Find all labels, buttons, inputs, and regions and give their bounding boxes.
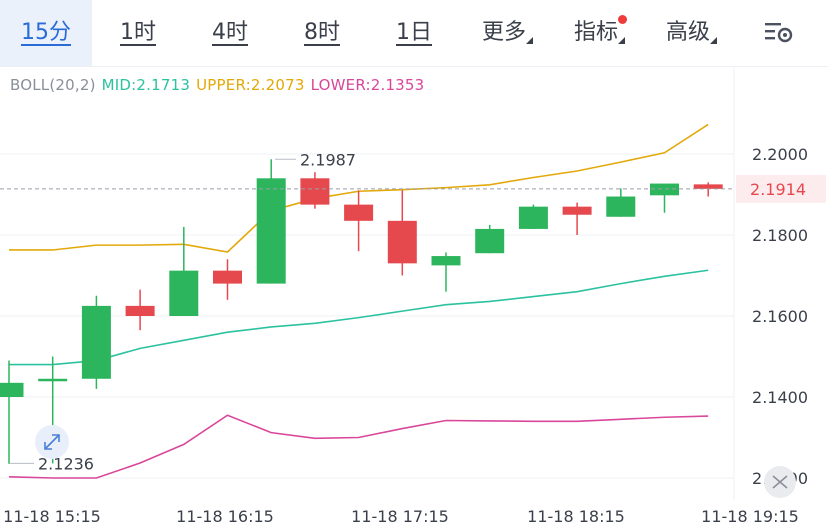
candle-body [650, 183, 679, 196]
more-caret-icon [526, 37, 533, 44]
indicator-caret-icon [618, 37, 625, 44]
indicator-label: 指标 [573, 20, 618, 45]
candle-body [344, 204, 374, 221]
time-tick-label: 11-18 15:15 [3, 507, 101, 526]
time-tick-label: 11-18 18:15 [527, 507, 625, 526]
candle-body [431, 256, 461, 266]
boll-name: BOLL(20,2) [10, 76, 96, 94]
boll-legend: BOLL(20,2) MID:2.1713 UPPER:2.2073 LOWER:2.… [10, 76, 430, 94]
candle-body [169, 270, 199, 316]
candle-body [693, 184, 723, 189]
candle-body [518, 206, 548, 229]
current-price-label: 2.1914 [750, 180, 806, 199]
more-label: 更多 [481, 20, 526, 45]
boll-mid-line [9, 269, 709, 366]
price-tick-label: 2.1400 [752, 388, 808, 407]
tab-1hour[interactable]: 1时 [100, 0, 176, 66]
more-dropdown[interactable]: 更多 [466, 0, 542, 66]
advanced-dropdown[interactable]: 高级 [650, 0, 726, 66]
indicator-dropdown[interactable]: 指标 [558, 0, 634, 66]
boll-mid: MID:2.1713 [101, 76, 191, 94]
price-tick-label: 2.1600 [752, 307, 808, 326]
boll-lower-line [8, 414, 709, 479]
tab-label: 4时 [212, 20, 248, 45]
price-tick-label: 2.2000 [752, 145, 808, 164]
time-tick-label: 11-18 17:15 [351, 507, 449, 526]
tab-label: 15分 [21, 20, 71, 45]
tab-1day[interactable]: 1日 [376, 0, 452, 66]
high-annotation-label: 2.1987 [300, 150, 356, 169]
expand-icon [44, 434, 60, 450]
candle-body [256, 178, 286, 284]
tab-label: 8时 [304, 20, 340, 45]
candle-body [606, 196, 636, 217]
candle-body [387, 220, 417, 264]
timeframe-toolbar: 15分 1时 4时 8时 1日 更多 指标 高级 [0, 0, 828, 67]
candle-body [213, 270, 242, 284]
tab-15min[interactable]: 15分 [0, 0, 92, 66]
tab-8hour[interactable]: 8时 [284, 0, 360, 66]
tab-label: 1时 [120, 20, 156, 45]
time-tick-label: 11-18 19:15 [701, 507, 799, 526]
candle-body [300, 178, 330, 205]
candle-body [475, 228, 505, 254]
advanced-caret-icon [710, 37, 717, 44]
candle-body [125, 305, 155, 316]
candle-body [81, 305, 111, 379]
tab-label: 1日 [396, 20, 432, 45]
tab-4hour[interactable]: 4时 [192, 0, 268, 66]
price-tick-label: 2.1800 [752, 226, 808, 245]
time-tick-label: 11-18 16:15 [176, 507, 274, 526]
candle-body [562, 206, 592, 215]
advanced-label: 高级 [665, 20, 710, 45]
boll-lower: LOWER:2.1353 [310, 76, 425, 94]
current-price-tag [736, 174, 826, 203]
close-icon [772, 475, 788, 489]
notification-dot-icon [618, 15, 627, 24]
candle-body [38, 378, 68, 382]
boll-upper: UPPER:2.2073 [196, 76, 305, 94]
chart-settings-icon[interactable] [764, 20, 794, 46]
low-annotation-label: 2.1236 [38, 454, 94, 473]
candle-body [0, 382, 24, 397]
